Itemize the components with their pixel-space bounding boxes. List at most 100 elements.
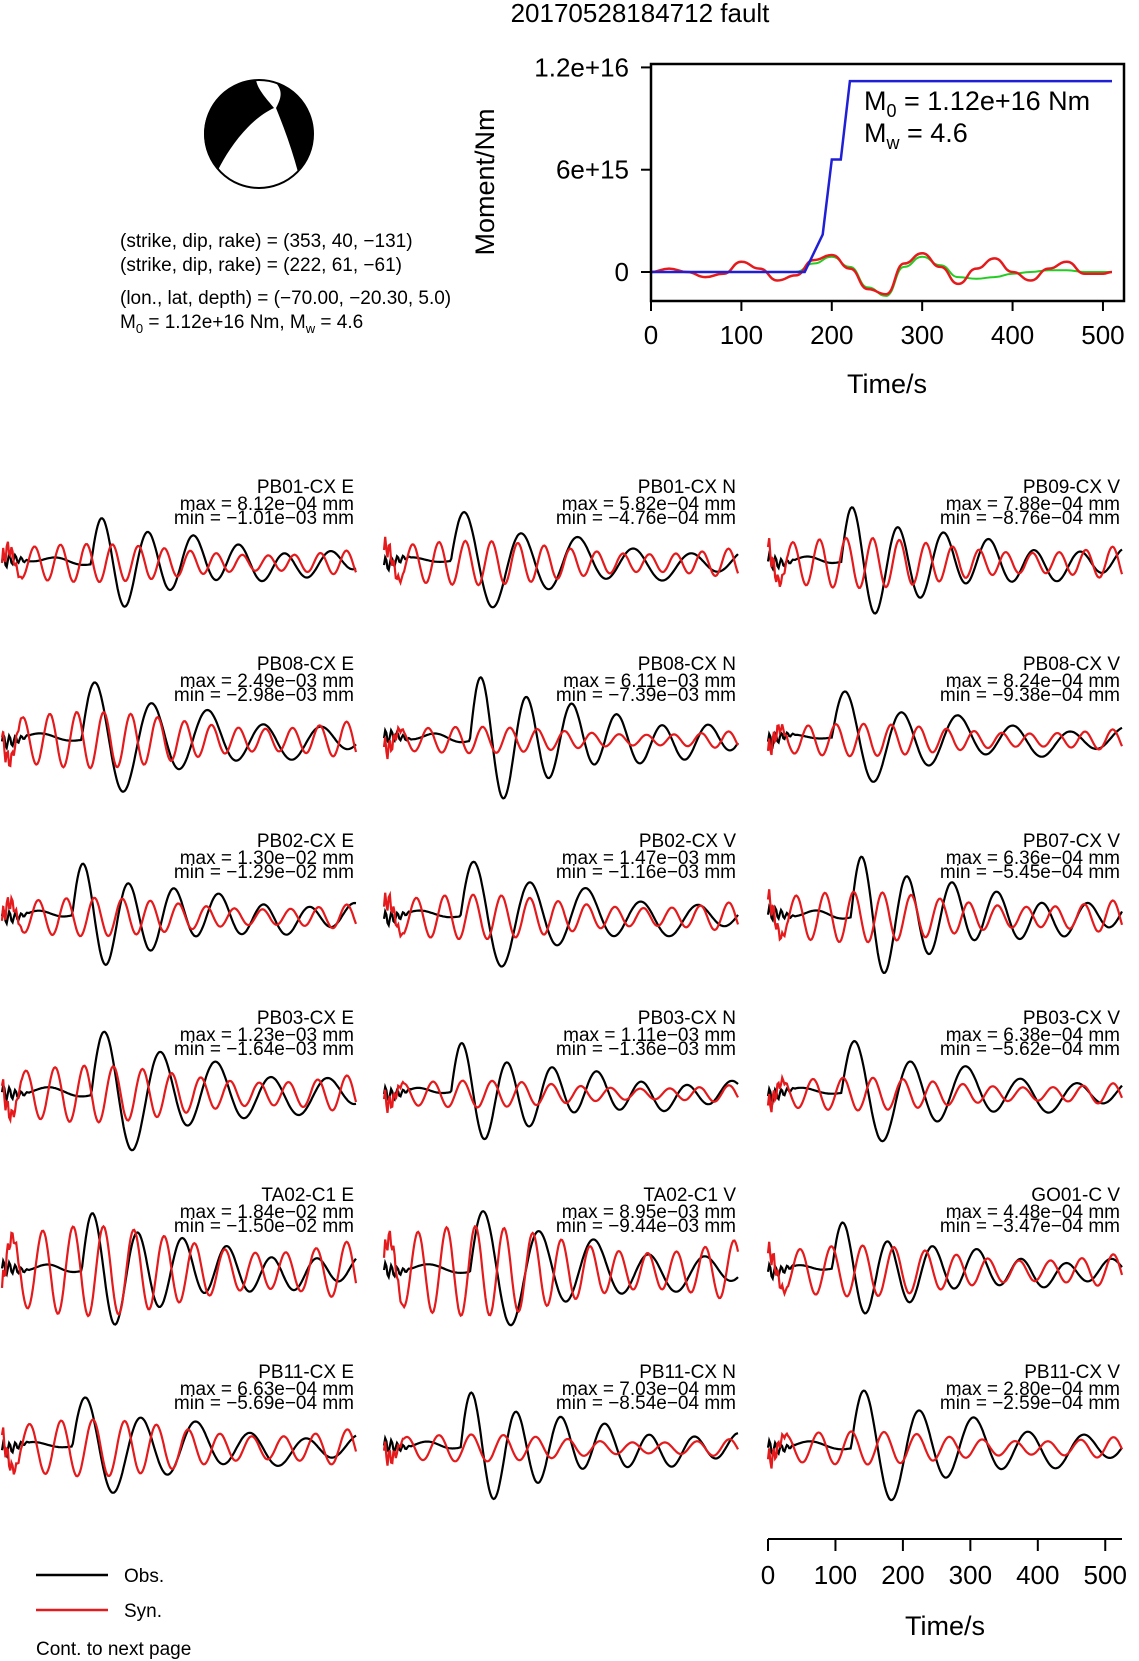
station-max: max = 7.88e−04 mm	[946, 494, 1120, 515]
obs-waveform	[766, 1221, 1123, 1315]
obs-waveform	[382, 1391, 739, 1501]
obs-waveform	[766, 855, 1123, 975]
station-min: min = −1.64e−03 mm	[174, 1039, 354, 1060]
station-name: TA02-C1 V	[643, 1185, 736, 1206]
moment-overlay-obs	[650, 252, 1113, 296]
station-name: PB08-CX V	[1023, 654, 1120, 675]
obs-waveform	[382, 510, 739, 609]
station-name: PB03-CX V	[1023, 1008, 1120, 1029]
station-max: max = 6.36e−04 mm	[946, 848, 1120, 869]
station-name: PB11-CX E	[258, 1362, 354, 1383]
legend: Obs. Syn. Cont. to next page	[36, 1566, 191, 1660]
waveform-xtick-label: 300	[949, 1560, 992, 1590]
waveform-xtick-label: 400	[1016, 1560, 1059, 1590]
station-min: min = −8.76e−04 mm	[940, 508, 1120, 529]
moment-xtick-label: 100	[720, 320, 763, 350]
station-max: max = 2.49e−03 mm	[180, 671, 354, 692]
moment-panel: 0 100 200 300 400 500 0 6e+15 1.2e+16 Time/s Mo…	[470, 52, 1126, 399]
syn-waveform	[382, 1433, 739, 1466]
station-min: min = −1.01e−03 mm	[174, 508, 354, 529]
station-min: min = −1.29e−02 mm	[174, 862, 354, 883]
beachball-compression-quadrant	[204, 80, 274, 170]
legend-syn-label: Syn.	[124, 1601, 162, 1622]
moment-ylabel: Moment/Nm	[470, 108, 500, 255]
station-name: GO01-C V	[1031, 1185, 1120, 1206]
syn-waveform	[766, 889, 1124, 944]
syn-waveform	[766, 1073, 1124, 1113]
station-min: min = −9.38e−04 mm	[940, 685, 1120, 706]
syn-waveform	[766, 722, 1124, 758]
station-min: min = −8.54e−04 mm	[556, 1393, 736, 1414]
station-max: max = 1.11e−03 mm	[563, 1025, 736, 1046]
moment-xtick-label: 300	[900, 320, 943, 350]
station-min: min = −7.39e−03 mm	[556, 685, 736, 706]
station-name: PB11-CX V	[1024, 1362, 1120, 1383]
syn-waveform	[0, 1064, 358, 1125]
station-min: min = −5.45e−04 mm	[940, 862, 1120, 883]
station-max: max = 4.48e−04 mm	[946, 1202, 1120, 1223]
station-max: max = 5.82e−04 mm	[562, 494, 736, 515]
info-line-4: M0 = 1.12e+16 Nm, Mw = 4.6	[120, 312, 363, 336]
station-name: PB08-CX E	[257, 654, 354, 675]
station-min: min = −2.59e−04 mm	[940, 1393, 1120, 1414]
station-name: PB08-CX N	[638, 654, 736, 675]
waveform-xtick-label: 500	[1084, 1560, 1127, 1590]
station-max: max = 8.12e−04 mm	[180, 494, 354, 515]
moment-xtick-label: 400	[991, 320, 1034, 350]
station-min: min = −1.16e−03 mm	[556, 862, 736, 883]
syn-waveform	[0, 541, 358, 584]
source-info: (strike, dip, rake) = (353, 40, −131) (s…	[120, 231, 451, 336]
moment-m0-annotation: M0 = 1.12e+16 Nm	[864, 86, 1090, 121]
syn-waveform	[382, 890, 740, 940]
info-line-2: (strike, dip, rake) = (222, 61, −61)	[120, 255, 402, 276]
station-min: min = −1.50e−02 mm	[174, 1216, 354, 1237]
station-min: min = −5.62e−04 mm	[940, 1039, 1120, 1060]
syn-waveform	[766, 1430, 1124, 1469]
obs-waveform	[382, 1209, 739, 1327]
moment-overlay-syn	[651, 255, 1112, 297]
station-min: min = −2.98e−03 mm	[174, 685, 354, 706]
moment-ytick-label: 6e+15	[556, 155, 629, 185]
moment-xlabel: Time/s	[847, 369, 927, 399]
station-max: max = 2.80e−04 mm	[946, 1379, 1120, 1400]
syn-waveform	[382, 1225, 740, 1318]
station-min: min = −3.47e−04 mm	[940, 1216, 1120, 1237]
station-name: PB07-CX V	[1023, 831, 1120, 852]
station-name: PB03-CX E	[257, 1008, 354, 1029]
moment-ytick-label: 1.2e+16	[534, 52, 629, 82]
obs-waveform	[382, 860, 739, 968]
cumulative-moment-line	[651, 79, 1112, 274]
syn-waveform	[382, 1079, 739, 1113]
syn-waveform	[0, 1418, 358, 1478]
obs-waveform	[0, 681, 357, 793]
waveform-time-axis: 0 100 200 300 400 500 Time/s	[761, 1538, 1127, 1641]
station-max: max = 6.38e−04 mm	[946, 1025, 1120, 1046]
legend-obs-label: Obs.	[124, 1566, 164, 1587]
station-name: PB02-CX E	[257, 831, 354, 852]
station-min: min = −4.76e−04 mm	[556, 508, 736, 529]
syn-waveform	[382, 724, 739, 760]
obs-waveform	[0, 517, 357, 608]
station-name: PB01-CX N	[638, 477, 736, 498]
station-max: max = 1.84e−02 mm	[180, 1202, 354, 1223]
info-line-1: (strike, dip, rake) = (353, 40, −131)	[120, 231, 413, 252]
syn-waveform	[0, 710, 358, 770]
moment-mw-annotation: Mw = 4.6	[864, 118, 968, 153]
waveform-xtick-label: 200	[881, 1560, 924, 1590]
